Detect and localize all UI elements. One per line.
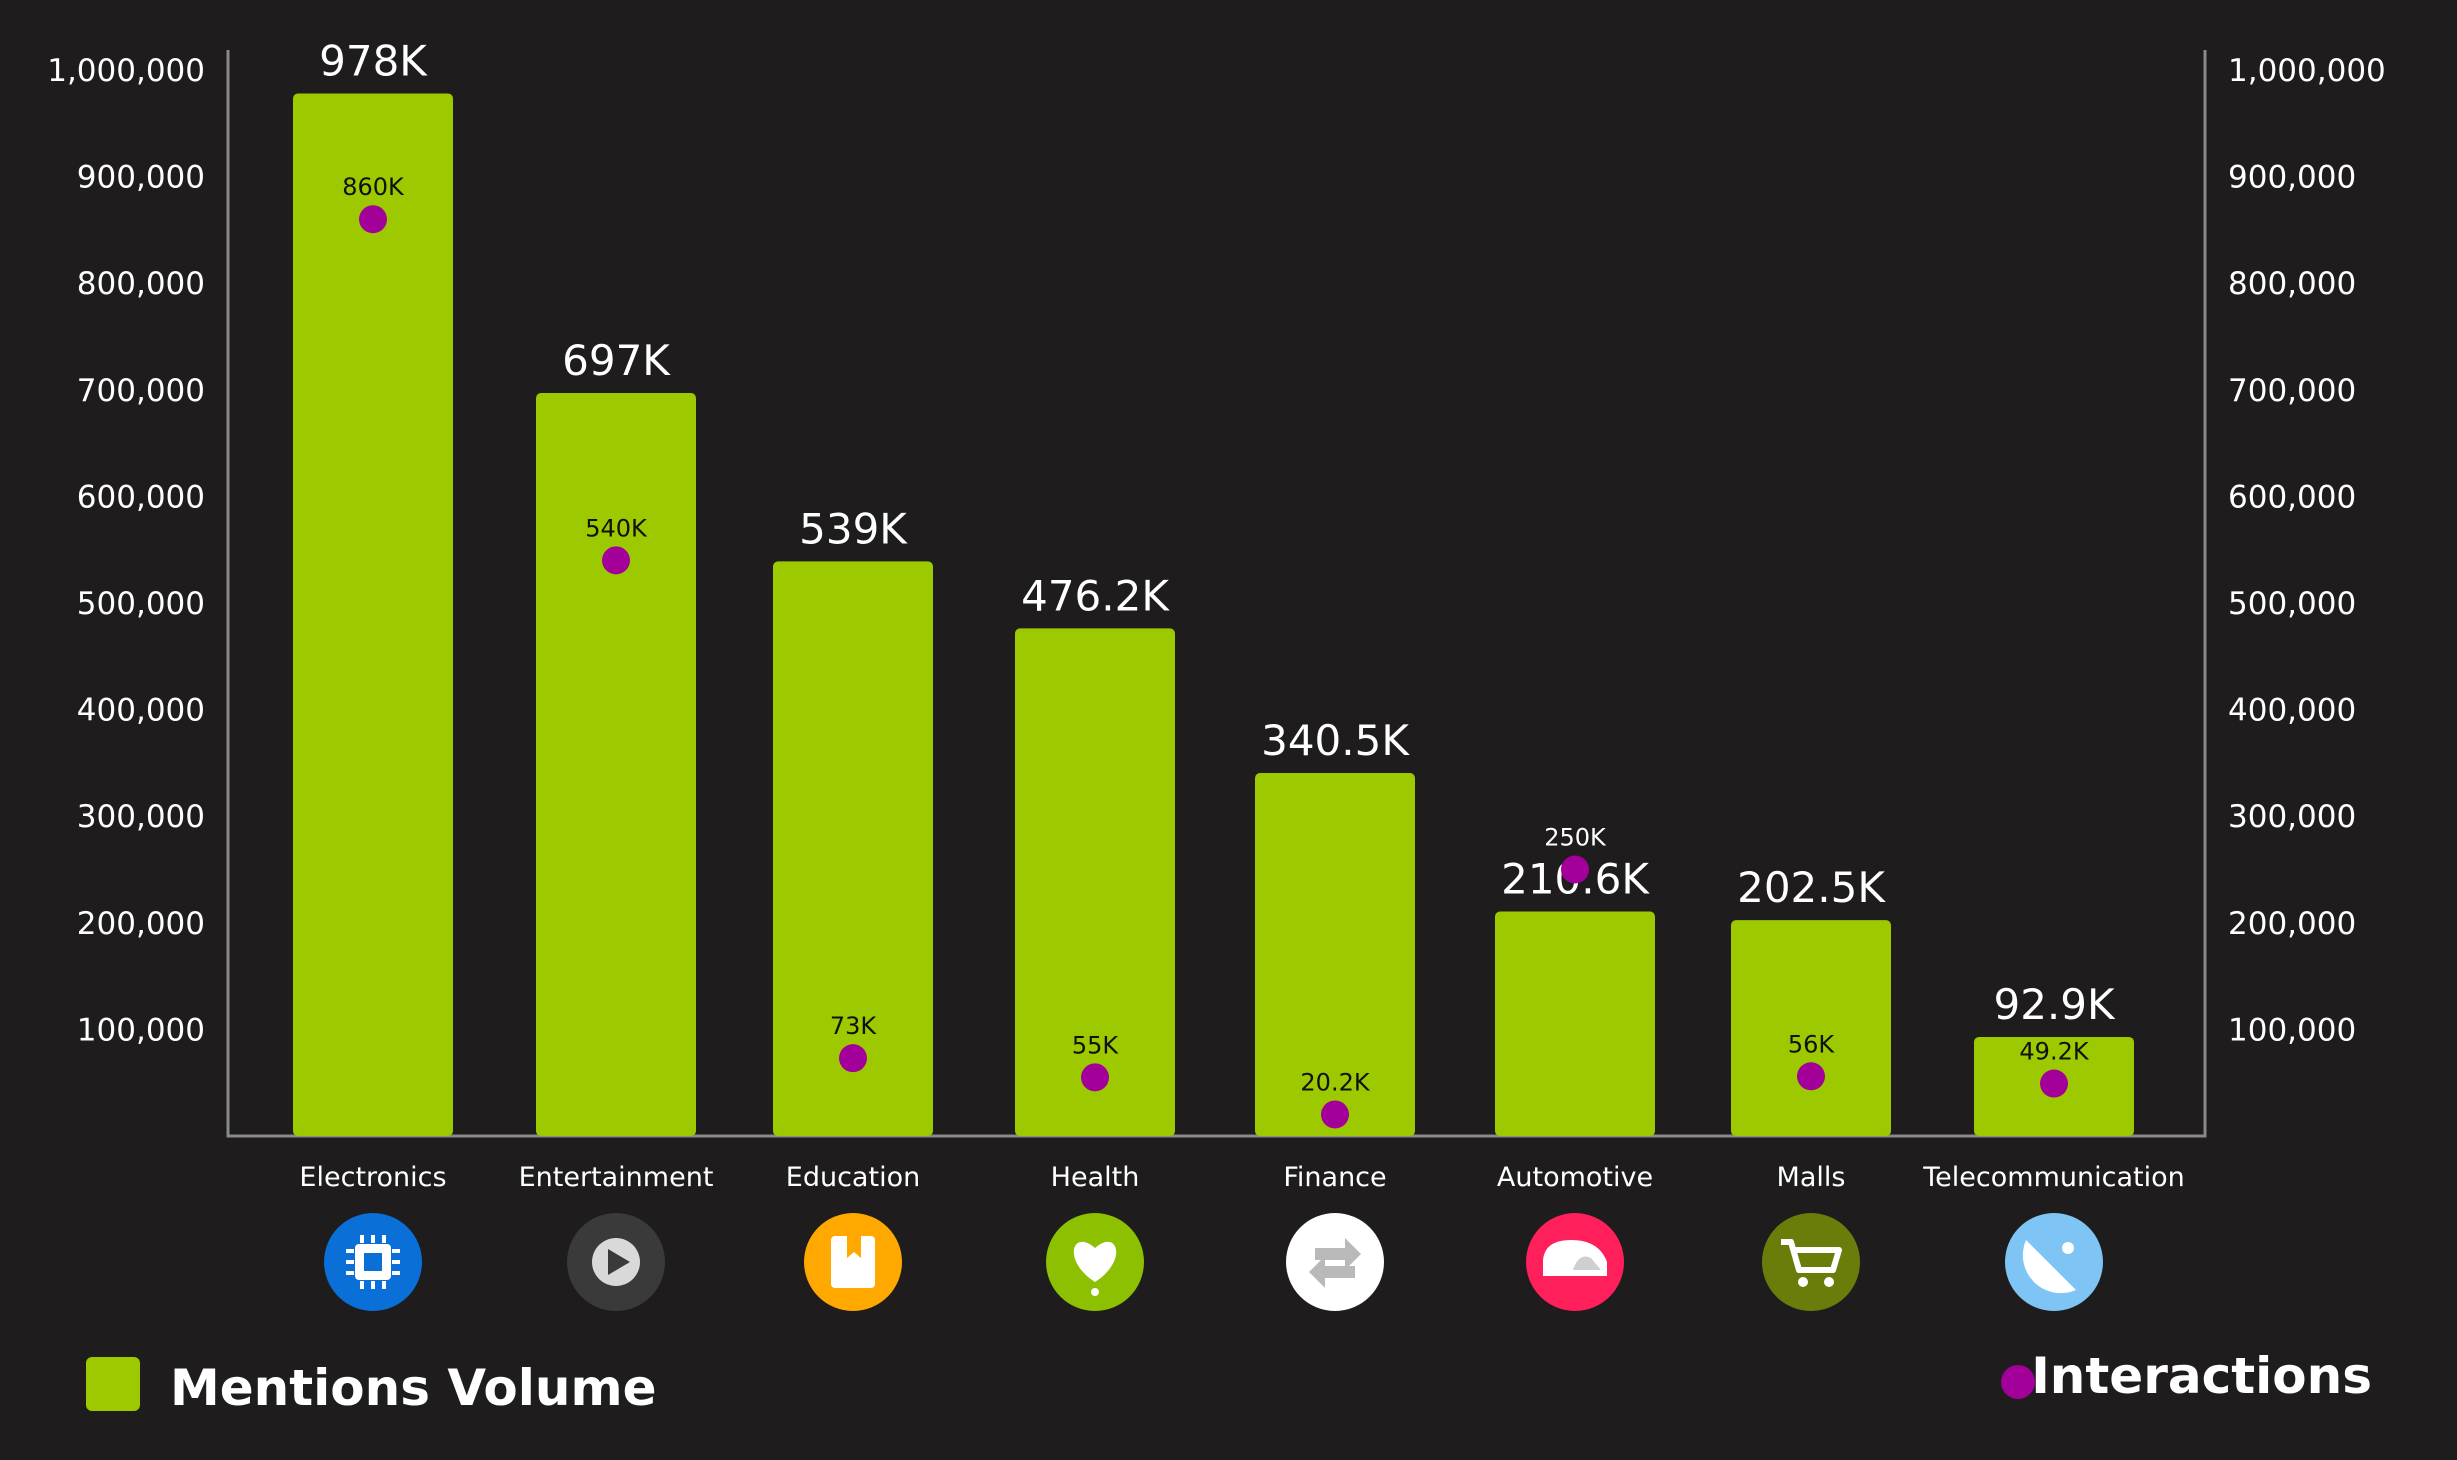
interaction-point-automotive [1561, 855, 1589, 884]
bar-entertainment [536, 392, 696, 1136]
y-tick-label-right: 400,000 [2228, 693, 2356, 729]
category-label: Health [1051, 1162, 1140, 1193]
play-icon [567, 1213, 665, 1311]
y-tick-label-right: 600,000 [2228, 479, 2356, 515]
y-tick-label-right: 500,000 [2228, 586, 2356, 622]
y-tick-label-right: 800,000 [2228, 266, 2356, 302]
y-tick-label-left: 600,000 [77, 479, 205, 515]
bar-value-label: 476.2K [1021, 571, 1170, 620]
y-tick-label-left: 800,000 [77, 266, 205, 302]
interaction-value-label: 49.2K [2019, 1038, 2089, 1066]
y-tick-label-left: 400,000 [77, 693, 205, 729]
y-tick-label-left: 100,000 [77, 1012, 205, 1048]
bar-value-label: 697K [562, 336, 671, 385]
interaction-value-label: 56K [1788, 1030, 1836, 1058]
book-icon [804, 1213, 902, 1311]
interaction-point-finance [1321, 1100, 1349, 1129]
interaction-value-label: 55K [1072, 1031, 1120, 1059]
bar-value-label: 978K [319, 36, 428, 85]
y-tick-label-left: 500,000 [77, 586, 205, 622]
bar-education [773, 561, 933, 1136]
bar-electronics [293, 93, 453, 1136]
y-tick-label-right: 1,000,000 [2228, 53, 2386, 89]
bar-value-label: 202.5K [1737, 863, 1886, 912]
category-label: Entertainment [519, 1162, 714, 1193]
category-label: Automotive [1497, 1162, 1653, 1193]
car-icon [1526, 1213, 1624, 1311]
legend-mentions-swatch [86, 1357, 140, 1411]
interaction-point-education [839, 1044, 867, 1073]
y-tick-label-right: 900,000 [2228, 160, 2356, 196]
bar-series [293, 93, 2134, 1136]
legend: Mentions Volume Interactions [86, 1347, 2372, 1417]
category-labels: Electronics Entertainment Education Health F… [299, 1162, 2184, 1193]
axis-frame [226, 50, 2207, 1138]
interaction-points [359, 205, 2068, 1129]
bar-health [1015, 628, 1175, 1136]
interaction-value-label: 20.2K [1300, 1068, 1370, 1096]
bar-value-label: 340.5K [1261, 716, 1410, 765]
y-tick-label-left: 300,000 [77, 799, 205, 835]
category-label: Finance [1283, 1162, 1386, 1193]
left-y-axis-ticks: 100,000 200,000 300,000 400,000 500,000 600,0… [47, 53, 205, 1048]
interaction-point-telecommunication [2040, 1069, 2068, 1098]
interaction-value-label: 540K [585, 514, 648, 542]
exchange-icon [1286, 1213, 1384, 1311]
category-label: Electronics [299, 1162, 446, 1193]
y-tick-label-left: 1,000,000 [47, 53, 205, 89]
legend-interactions-label: Interactions [2031, 1347, 2372, 1405]
bar-finance [1255, 773, 1415, 1136]
interaction-value-labels: 860K 540K 73K 55K 20.2K 250K 56K 49.2K [342, 173, 2090, 1096]
bar-value-label: 92.9K [1993, 980, 2116, 1029]
category-icons [324, 1213, 2103, 1311]
y-tick-label-left: 700,000 [77, 373, 205, 409]
interaction-point-entertainment [602, 546, 630, 575]
y-tick-label-right: 200,000 [2228, 906, 2356, 942]
bar-automotive [1495, 911, 1655, 1136]
interaction-value-label: 250K [1544, 824, 1607, 852]
legend-interactions-marker [2001, 1365, 2035, 1399]
interaction-point-health [1081, 1063, 1109, 1092]
y-tick-label-right: 100,000 [2228, 1012, 2356, 1048]
heart-icon [1046, 1213, 1144, 1311]
y-tick-label-left: 900,000 [77, 160, 205, 196]
interaction-point-electronics [359, 205, 387, 234]
y-tick-label-right: 300,000 [2228, 799, 2356, 835]
interaction-value-label: 860K [342, 173, 405, 201]
right-y-axis-ticks: 100,000 200,000 300,000 400,000 500,000 600,0… [2228, 53, 2386, 1048]
category-label: Education [786, 1162, 920, 1193]
chip-icon [324, 1213, 422, 1311]
bar-malls [1731, 920, 1891, 1136]
satellite-icon [2005, 1213, 2103, 1311]
cart-icon [1762, 1213, 1860, 1311]
axes [226, 50, 2207, 1138]
bar-value-label: 539K [799, 504, 908, 553]
y-tick-label-right: 700,000 [2228, 373, 2356, 409]
interaction-value-label: 73K [830, 1012, 878, 1040]
category-label: Telecommunication [1922, 1162, 2184, 1193]
category-label: Malls [1777, 1162, 1846, 1193]
bar-value-labels: 978K697K539K476.2K340.5K210.6K202.5K92.9… [319, 36, 2116, 1029]
interaction-point-malls [1797, 1062, 1825, 1091]
y-tick-label-left: 200,000 [77, 906, 205, 942]
legend-mentions-label: Mentions Volume [170, 1359, 656, 1417]
